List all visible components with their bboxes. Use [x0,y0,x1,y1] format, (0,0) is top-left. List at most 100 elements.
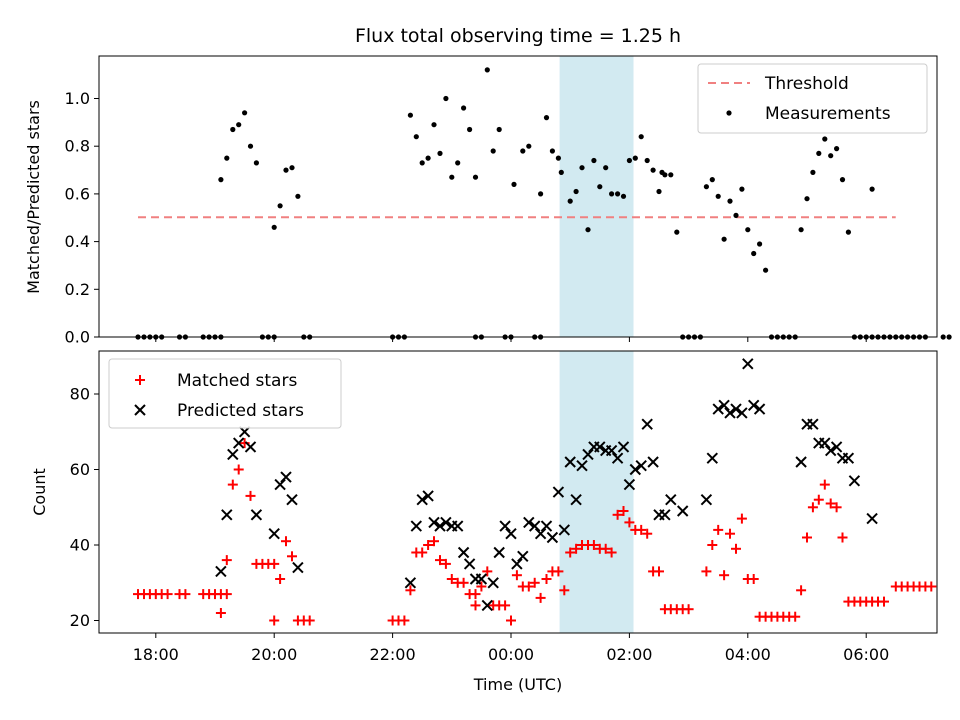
predicted-star-point [819,437,831,449]
predicted-star-point [564,456,576,468]
predicted-star-point [244,441,257,453]
predicted-star-point [753,403,766,415]
predicted-star-point [824,444,837,457]
measurement-point [757,241,763,247]
matched-star-point [470,589,481,600]
predicted-star-point [481,599,494,612]
predicted-star-point [410,520,423,532]
measurement-point [549,148,556,154]
predicted-star-point [552,486,565,498]
matched-star-point [624,517,635,528]
measurement-point [845,229,852,235]
measurement-point [467,126,473,133]
matched-star-point [458,577,469,588]
measurement-point [538,191,544,197]
predicted-star-point [280,471,292,483]
predicted-star-point [540,520,553,532]
matched-star-point [819,479,830,490]
predicted-star-point [866,512,878,525]
predicted-star-point [718,399,730,412]
measurement-point [674,229,680,235]
measurement-point [585,227,591,233]
predicted-star-point [286,493,298,506]
measurement-points [135,67,952,340]
bottom-legend: Matched stars Predicted stars [108,358,342,429]
matched-star-point [541,574,552,584]
top-y-tick-label: 0.2 [65,280,90,299]
matched-star-point [523,581,534,592]
matched-star-point [535,592,546,603]
predicted-star-point [742,358,754,370]
predicted-star-point [665,493,677,506]
matched-star-point [275,574,286,584]
matched-star-point [500,600,511,611]
measurement-point [230,126,236,133]
predicted-star-point [611,452,624,464]
matched-star-point [482,566,493,577]
matched-star-point [304,615,315,626]
top-x-ticks [155,337,867,342]
predicted-star-point [428,516,440,529]
predicted-star-point [250,509,263,521]
predicted-star-point [848,475,861,487]
measurement-point [431,122,437,128]
chart-title: Flux total observing time = 1.25 h [355,25,681,47]
legend-predicted-swatch [134,404,146,416]
predicted-star-point [487,577,499,589]
bottom-y-tick-label: 80 [70,385,90,404]
x-tick-label: 06:00 [843,645,889,664]
matched-star-point [269,615,280,626]
matched-star-point [429,536,439,547]
matched-star-point [423,540,434,550]
measurement-point [626,157,633,164]
measurement-point [242,110,248,116]
predicted-star-point [232,437,245,449]
measurement-point [721,236,727,242]
measurement-point [946,334,952,340]
measurement-point [407,112,413,118]
predicted-star-point [434,520,446,532]
predicted-star-point [570,493,582,506]
measurement-point [218,177,224,183]
matched-star-point [506,615,516,626]
measurement-point [413,134,419,140]
predicted-star-point [457,546,470,559]
measurement-point [810,169,816,175]
measurement-point [703,184,710,190]
measurement-point [543,115,550,121]
matched-star-point [529,577,540,588]
predicted-star-point [641,418,653,430]
x-tick-label: 20:00 [251,645,297,664]
measurement-point [839,177,846,183]
measurement-point [650,167,656,173]
predicted-star-point [617,441,630,453]
measurement-point [822,136,828,142]
matched-star-point [559,585,570,596]
measurement-point [638,134,644,140]
predicted-star-point [558,524,571,536]
predicted-star-point [605,444,618,457]
top-y-tick-label: 0.6 [65,184,90,203]
predicted-star-point [623,478,636,491]
measurement-point [615,191,621,197]
measurement-point [597,184,603,190]
measurement-point [733,212,739,218]
bottom-x-ticks: 18:00 20:00 22:00 00:00 02:00 04:00 06:00 [133,633,889,664]
measurement-point [455,160,461,166]
matched-star-point [511,570,522,581]
bottom-y-ticks: 20 40 60 80 [70,385,99,630]
predicted-star-point [706,452,719,464]
matched-star-point [748,574,759,584]
predicted-star-point [505,527,517,540]
matched-star-point [813,494,824,505]
bottom-legend-frame [108,358,342,429]
matched-star-point [553,566,564,577]
matched-star-point [606,547,617,558]
predicted-star-point [422,490,434,502]
predicted-star-point [528,520,541,532]
top-y-tick-label: 1.0 [65,89,90,108]
predicted-star-point [274,478,286,491]
predicted-star-point [647,456,659,468]
matched-star-point [440,558,451,569]
